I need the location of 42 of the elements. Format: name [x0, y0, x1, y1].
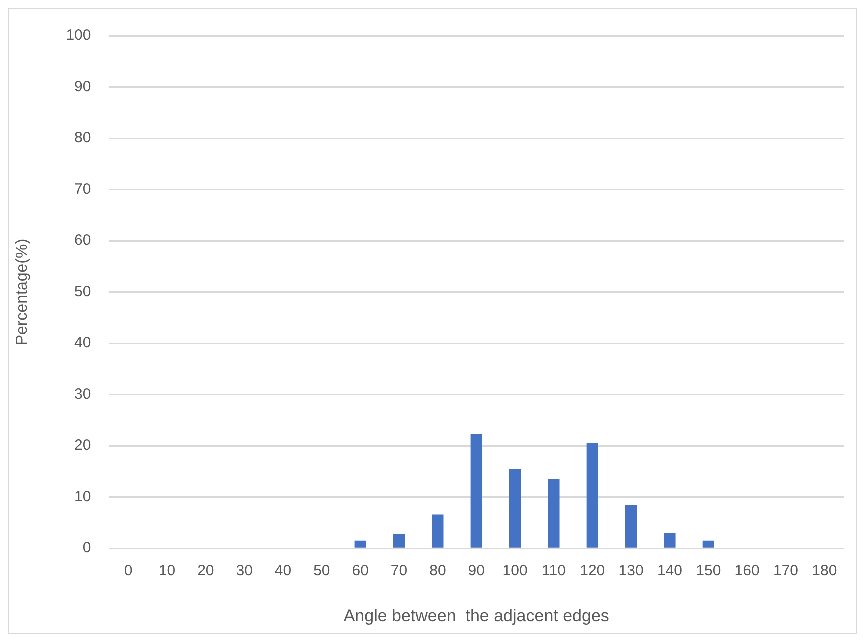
- y-axis-title: Percentage(%): [14, 238, 32, 346]
- bar: [626, 506, 638, 548]
- x-tick-label: 90: [468, 562, 485, 580]
- x-tick-label: 80: [430, 562, 446, 580]
- x-tick-label: 170: [773, 562, 799, 580]
- y-tick-label: 0: [82, 540, 92, 557]
- bar: [432, 514, 444, 548]
- x-tick-label: 140: [657, 562, 682, 580]
- bar: [393, 534, 406, 548]
- x-tick-label: 130: [618, 562, 644, 580]
- x-tick-label: 20: [198, 562, 214, 580]
- x-tick-label: 120: [580, 562, 606, 580]
- x-tick-label: 60: [352, 562, 369, 580]
- y-tick-label: 40: [74, 334, 92, 352]
- bar: [354, 540, 366, 548]
- bar: [509, 469, 522, 548]
- x-tick-label: 150: [696, 562, 722, 580]
- y-tick-label: 30: [74, 386, 92, 403]
- bar: [548, 479, 560, 548]
- y-tick-label: 80: [74, 130, 92, 147]
- x-tick-label: 110: [542, 562, 566, 580]
- y-tick-label: 60: [74, 232, 92, 250]
- x-tick-label: 100: [502, 562, 528, 580]
- bar: [586, 443, 598, 548]
- x-tick-label: 70: [390, 562, 408, 580]
- y-tick-label: 50: [74, 283, 92, 300]
- y-tick-label: 70: [74, 180, 92, 198]
- x-tick-label: 180: [812, 562, 838, 580]
- x-axis-title: Angle between the adjacent edges: [344, 606, 610, 626]
- bar: [664, 533, 676, 548]
- x-tick-label: 160: [734, 562, 760, 580]
- x-tick-label: 0: [124, 562, 133, 580]
- bar: [470, 434, 482, 548]
- y-tick-label: 90: [74, 78, 92, 96]
- x-tick-label: 30: [236, 562, 253, 580]
- bar: [702, 540, 714, 548]
- x-tick-label: 40: [274, 562, 292, 580]
- y-tick-label: 20: [74, 437, 92, 454]
- y-tick-label: 10: [74, 488, 92, 506]
- x-tick-label: 50: [314, 562, 330, 580]
- x-tick-label: 10: [158, 562, 176, 580]
- y-tick-label: 100: [66, 27, 92, 44]
